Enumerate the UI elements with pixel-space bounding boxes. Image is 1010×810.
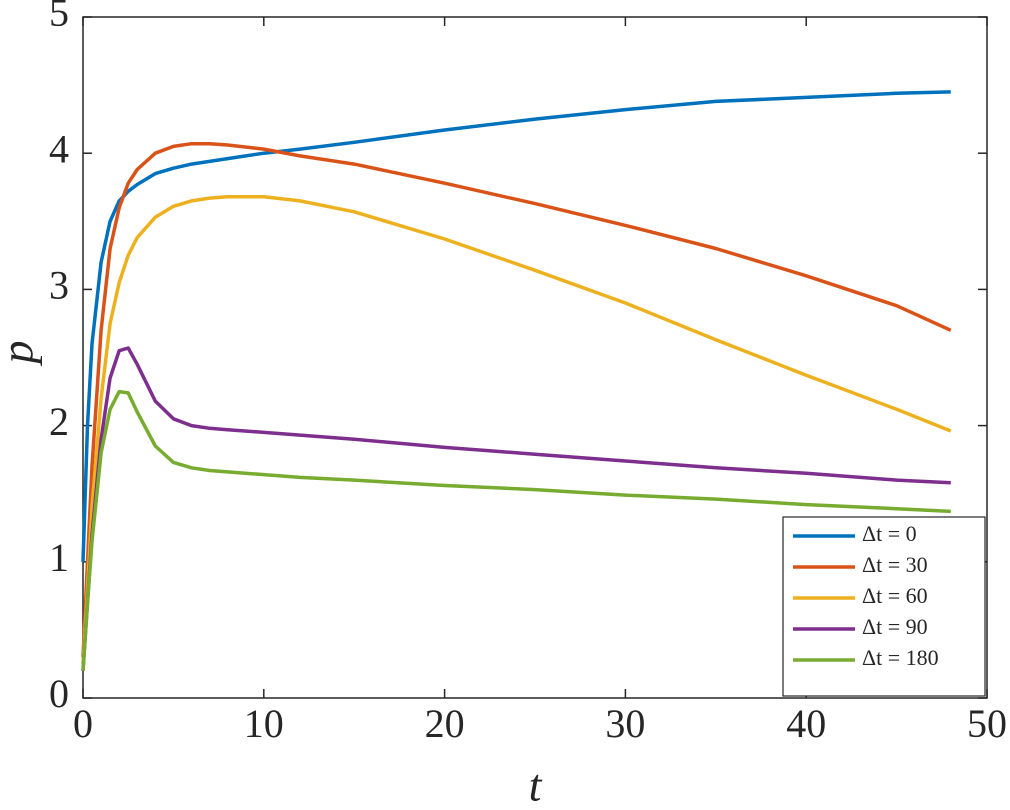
- series-line: [81, 141, 952, 658]
- series-line: [81, 389, 951, 671]
- series-line: [81, 195, 952, 665]
- legend-label: Δt = 30: [862, 552, 928, 577]
- series-line: [81, 346, 951, 671]
- series-line: [81, 90, 951, 562]
- x-tick-label: 0: [73, 701, 93, 746]
- legend-label: Δt = 90: [862, 614, 928, 639]
- plot-frame: [82, 16, 988, 699]
- x-tick-label: 20: [425, 701, 465, 746]
- legend: Δt = 0 Δt = 30 Δt = 60 Δt = 90 Δt = 180: [782, 516, 986, 697]
- legend-label: Δt = 180: [862, 645, 939, 670]
- y-tick-label: 3: [49, 263, 69, 308]
- legend-box: [782, 516, 986, 697]
- y-tick-label: 0: [49, 671, 69, 716]
- y-tick-label: 2: [49, 399, 69, 444]
- x-tick-label: 40: [786, 701, 826, 746]
- x-tick-label: 30: [605, 701, 645, 746]
- x-tick-label: 50: [967, 701, 1007, 746]
- y-axis-label: p: [0, 341, 43, 367]
- y-tick-label: 1: [49, 535, 69, 580]
- y-tick-label: 5: [49, 0, 69, 35]
- x-tick-label: 10: [244, 701, 284, 746]
- y-tick-label: 4: [49, 126, 69, 171]
- x-axis-label: t: [529, 760, 543, 810]
- legend-label: Δt = 60: [862, 583, 928, 608]
- legend-label: Δt = 0: [862, 521, 917, 546]
